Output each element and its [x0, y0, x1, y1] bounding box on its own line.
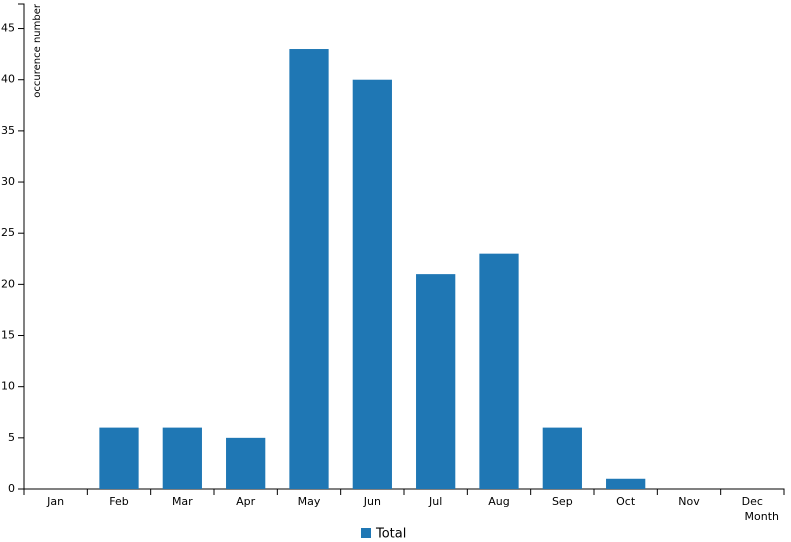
y-tick-label: 35: [1, 124, 15, 137]
bar: [479, 253, 519, 489]
bar: [542, 427, 582, 489]
bar: [606, 478, 646, 489]
bar: [289, 49, 329, 490]
x-tick-label: Aug: [488, 495, 509, 508]
x-tick-label: Mar: [172, 495, 193, 508]
x-tick-label: Jan: [46, 495, 64, 508]
y-tick-label: 15: [1, 329, 15, 342]
bar: [226, 437, 266, 489]
legend-swatch: [361, 528, 371, 538]
x-tick-label: Feb: [109, 495, 128, 508]
y-tick-label: 25: [1, 226, 15, 239]
bar: [162, 427, 202, 489]
x-tick-label: Dec: [742, 495, 763, 508]
x-tick-label: Jun: [363, 495, 381, 508]
y-tick-label: 10: [1, 380, 15, 393]
y-tick-label: 45: [1, 22, 15, 35]
x-tick-label: Apr: [236, 495, 256, 508]
x-tick-label: May: [298, 495, 321, 508]
bar: [352, 79, 392, 490]
y-axis-label: occurence number: [32, 3, 43, 98]
y-tick-label: 20: [1, 277, 15, 290]
x-tick-label: Jul: [428, 495, 442, 508]
y-axis: [18, 3, 25, 490]
x-tick-label: Nov: [678, 495, 700, 508]
legend-label: Total: [375, 527, 406, 542]
y-tick-label: 0: [8, 482, 15, 495]
x-tick-label: Sep: [552, 495, 573, 508]
x-axis-label: Month: [745, 510, 780, 523]
y-tick-label: 40: [1, 73, 15, 86]
y-tick-label: 30: [1, 175, 15, 188]
bar: [416, 274, 456, 489]
x-tick-label: Oct: [616, 495, 636, 508]
y-tick-label: 5: [8, 431, 15, 444]
bar: [99, 427, 139, 489]
